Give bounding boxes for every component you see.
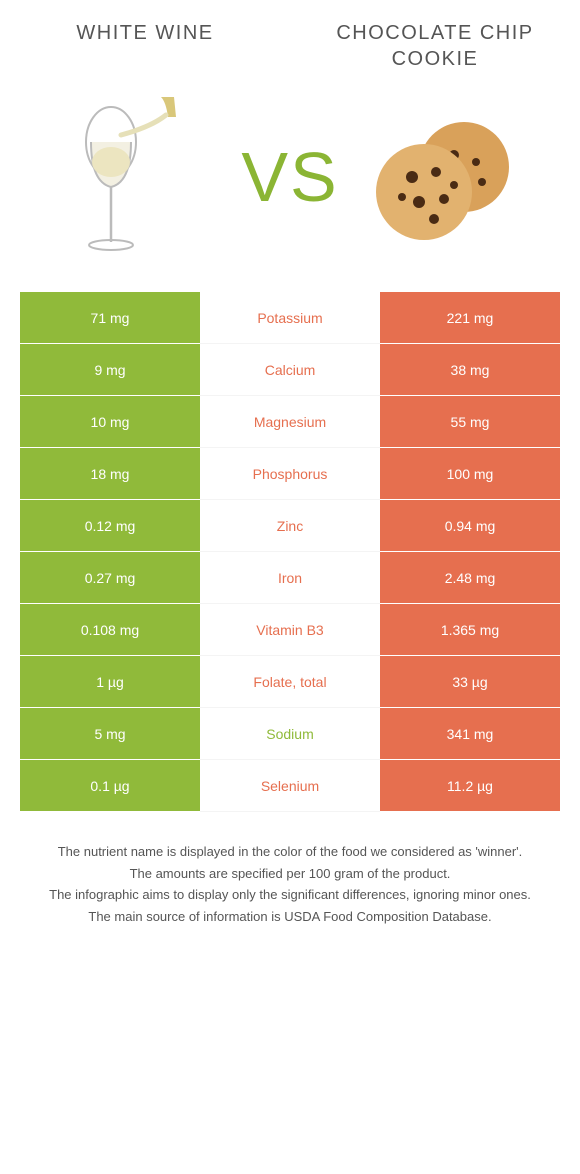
left-value: 5 mg	[20, 708, 200, 760]
header-right: CHOCOLATE CHIP COOKIE	[310, 20, 560, 72]
footer-line-1: The nutrient name is displayed in the co…	[40, 842, 540, 862]
nutrient-label: Folate, total	[200, 656, 380, 708]
left-value: 18 mg	[20, 448, 200, 500]
table-row: 5 mgSodium341 mg	[20, 708, 560, 760]
right-food-image	[339, 107, 550, 247]
nutrient-label: Magnesium	[200, 396, 380, 448]
left-food-image	[30, 87, 241, 267]
table-row: 0.1 µgSelenium11.2 µg	[20, 760, 560, 812]
right-value: 33 µg	[380, 656, 560, 708]
table-row: 0.12 mgZinc0.94 mg	[20, 500, 560, 552]
right-value: 221 mg	[380, 292, 560, 344]
left-value: 71 mg	[20, 292, 200, 344]
left-value: 0.12 mg	[20, 500, 200, 552]
nutrient-label: Selenium	[200, 760, 380, 812]
right-value: 1.365 mg	[380, 604, 560, 656]
left-value: 1 µg	[20, 656, 200, 708]
table-row: 0.27 mgIron2.48 mg	[20, 552, 560, 604]
nutrient-label: Sodium	[200, 708, 380, 760]
table-row: 71 mgPotassium221 mg	[20, 292, 560, 344]
left-value: 9 mg	[20, 344, 200, 396]
wine-glass-icon	[66, 87, 206, 267]
left-value: 10 mg	[20, 396, 200, 448]
footer-text: The nutrient name is displayed in the co…	[40, 842, 540, 926]
table-row: 10 mgMagnesium55 mg	[20, 396, 560, 448]
table-row: 18 mgPhosphorus100 mg	[20, 448, 560, 500]
left-value: 0.1 µg	[20, 760, 200, 812]
right-value: 55 mg	[380, 396, 560, 448]
right-value: 341 mg	[380, 708, 560, 760]
header-left: WHITE WINE	[20, 20, 270, 46]
right-value: 0.94 mg	[380, 500, 560, 552]
images-row: VS	[0, 72, 580, 292]
cookie-icon	[364, 107, 524, 247]
vs-label: VS	[241, 137, 338, 217]
right-value: 2.48 mg	[380, 552, 560, 604]
footer-line-4: The main source of information is USDA F…	[40, 907, 540, 927]
nutrient-table: 71 mgPotassium221 mg9 mgCalcium38 mg10 m…	[20, 292, 560, 812]
nutrient-label: Zinc	[200, 500, 380, 552]
right-value: 38 mg	[380, 344, 560, 396]
left-value: 0.108 mg	[20, 604, 200, 656]
infographic-container: WHITE WINE CHOCOLATE CHIP COOKIE VS	[0, 0, 580, 926]
table-row: 1 µgFolate, total33 µg	[20, 656, 560, 708]
right-value: 11.2 µg	[380, 760, 560, 812]
nutrient-label: Calcium	[200, 344, 380, 396]
table-row: 0.108 mgVitamin B31.365 mg	[20, 604, 560, 656]
footer-line-2: The amounts are specified per 100 gram o…	[40, 864, 540, 884]
table-row: 9 mgCalcium38 mg	[20, 344, 560, 396]
nutrient-label: Phosphorus	[200, 448, 380, 500]
nutrient-label: Iron	[200, 552, 380, 604]
footer-line-3: The infographic aims to display only the…	[40, 885, 540, 905]
left-value: 0.27 mg	[20, 552, 200, 604]
nutrient-label: Vitamin B3	[200, 604, 380, 656]
right-value: 100 mg	[380, 448, 560, 500]
nutrient-label: Potassium	[200, 292, 380, 344]
header-row: WHITE WINE CHOCOLATE CHIP COOKIE	[0, 0, 580, 72]
